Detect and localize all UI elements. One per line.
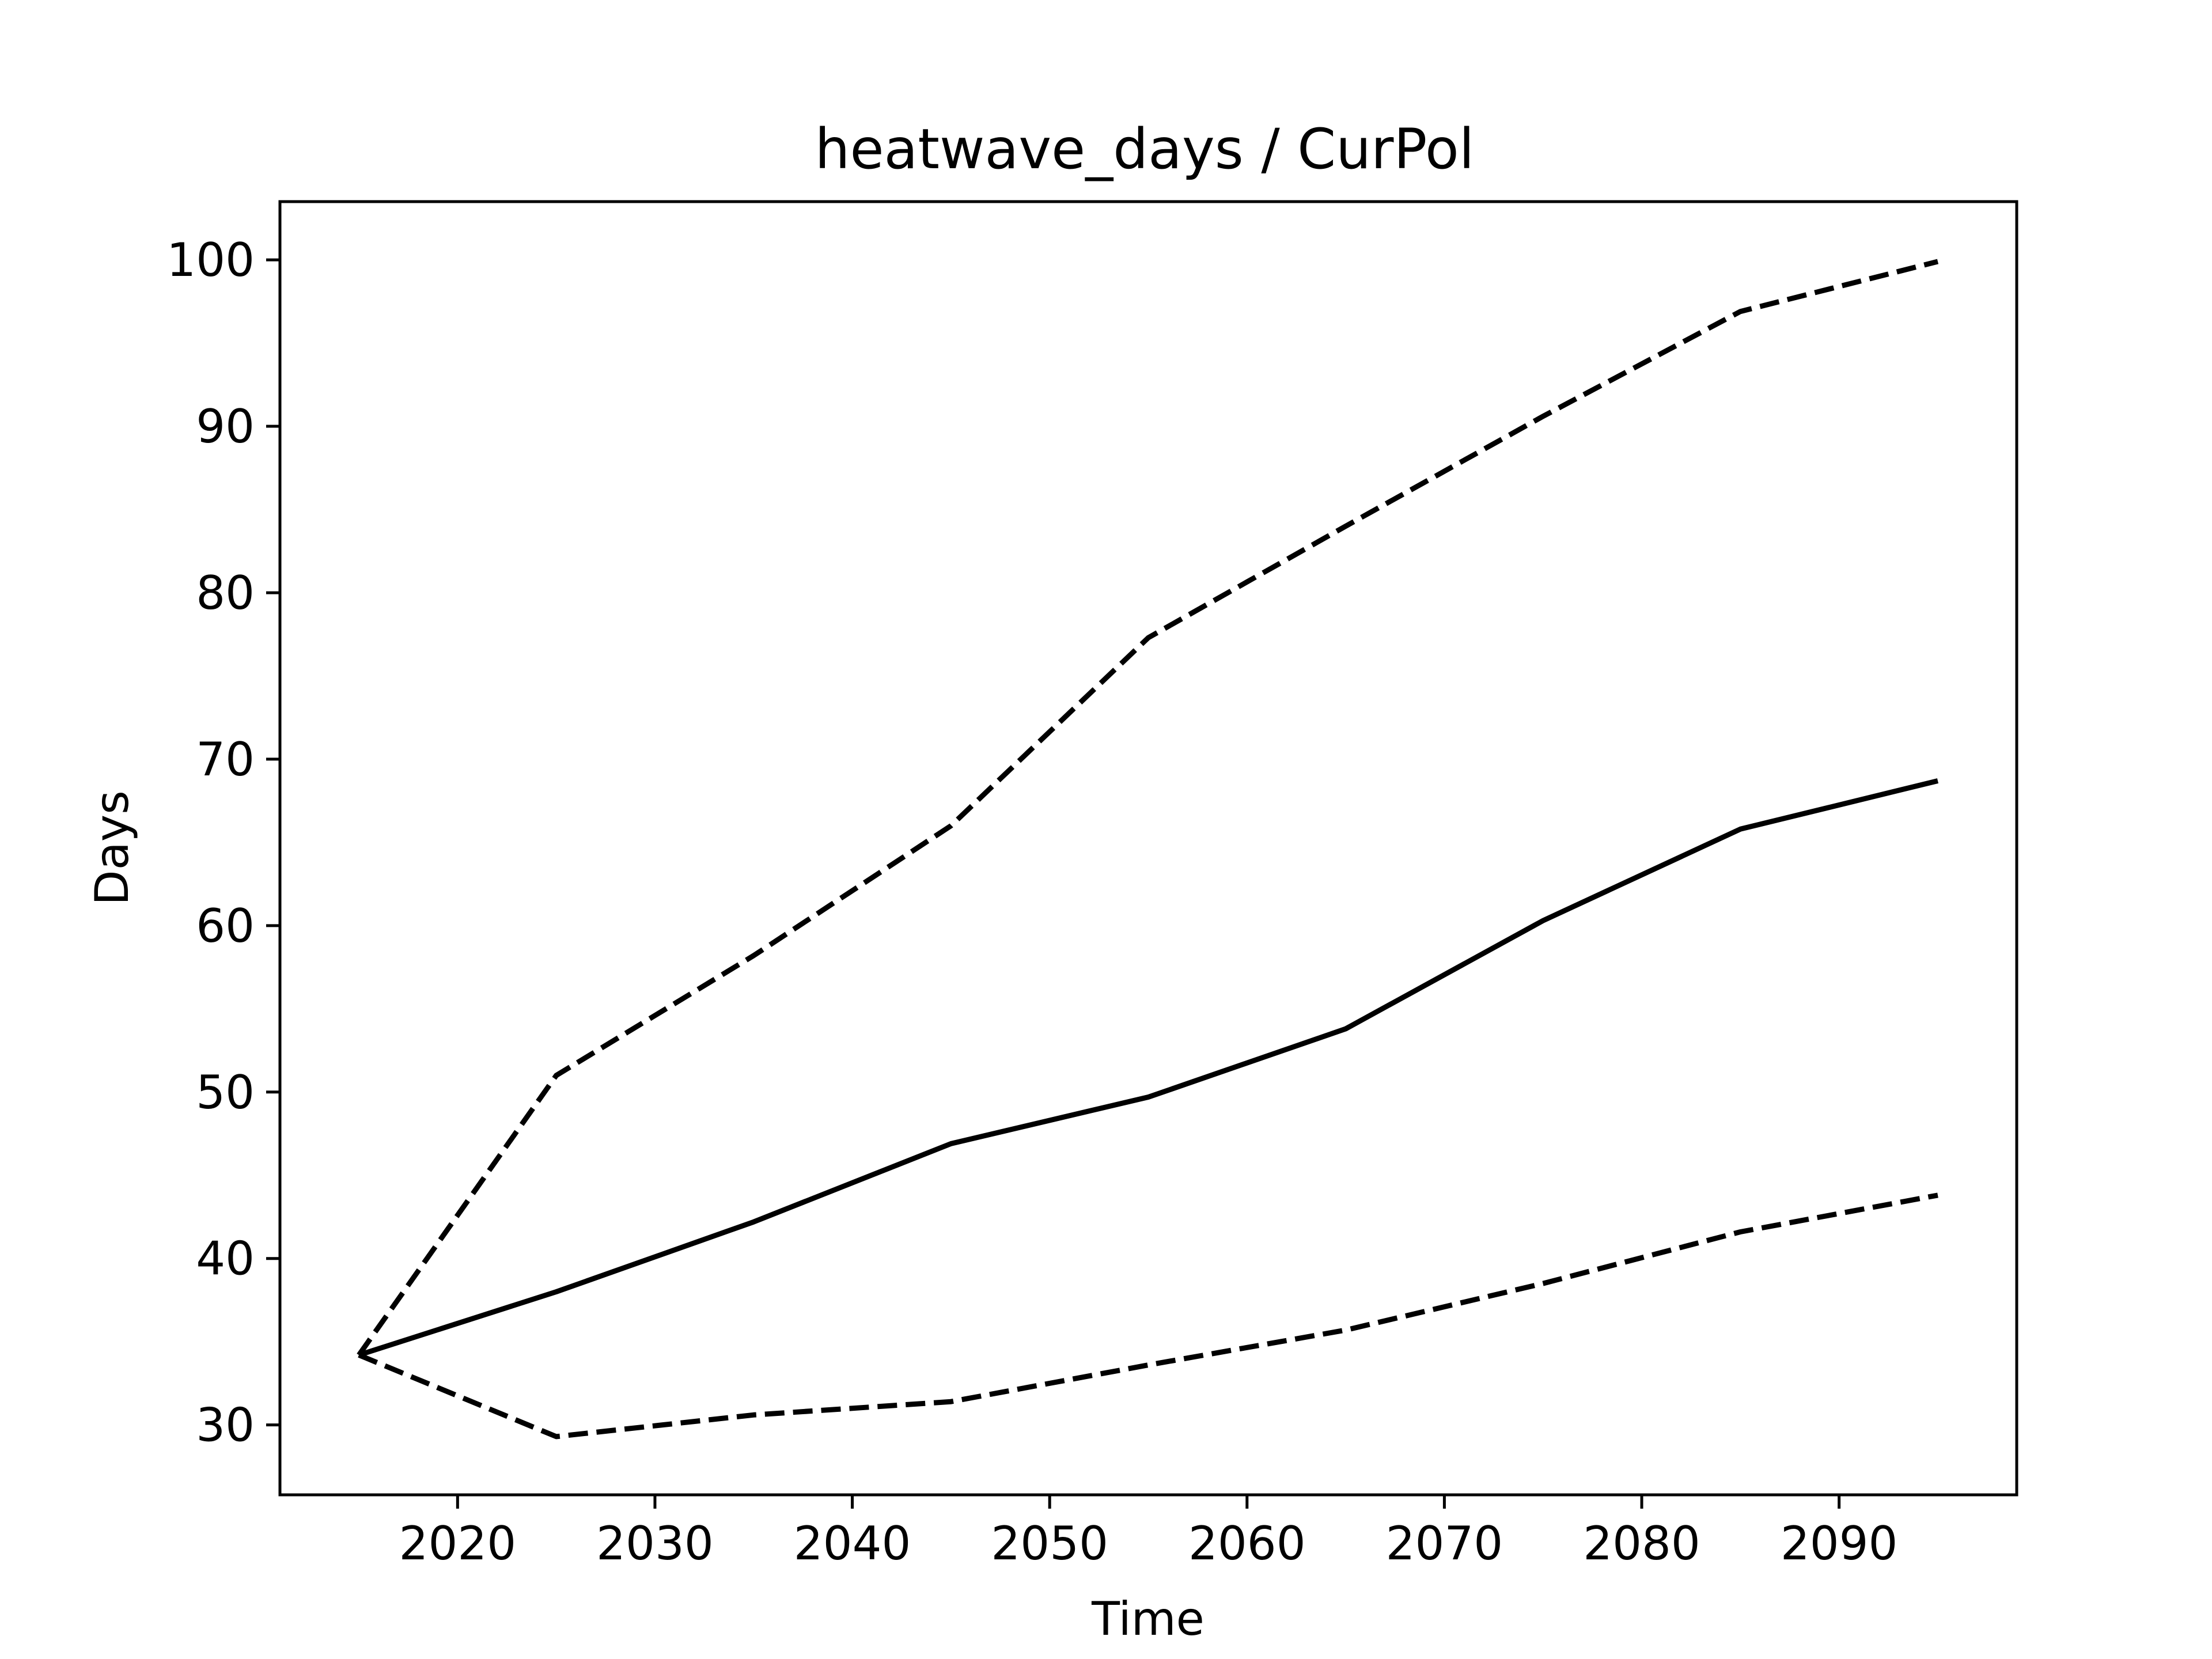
- y-tick-label: 60: [196, 899, 255, 953]
- chart-title: heatwave_days / CurPol: [815, 117, 1475, 181]
- x-tick-label: 2090: [1781, 1517, 1898, 1570]
- series-line-3: [358, 1192, 1938, 1440]
- x-tick-label: 2030: [596, 1517, 714, 1570]
- plot-area: [357, 259, 1939, 1440]
- x-axis-label: Time: [1091, 1592, 1205, 1646]
- y-tick-label: 30: [196, 1399, 255, 1452]
- x-axis: 2020 2030 2040 2050 2060 2070 2080 2090: [399, 1495, 1898, 1570]
- series-line-1: [357, 259, 1939, 1357]
- x-tick-label: 2020: [399, 1517, 517, 1570]
- x-tick-label: 2070: [1386, 1517, 1503, 1570]
- y-tick-label: 70: [196, 733, 255, 786]
- y-tick-label: 100: [166, 233, 255, 287]
- axes-frame: [278, 200, 2018, 1497]
- x-tick-label: 2040: [794, 1517, 911, 1570]
- y-axis: 30 40 50 60 70 80 90 100: [166, 233, 280, 1452]
- y-tick-label: 80: [196, 566, 255, 620]
- y-tick-label: 90: [196, 400, 255, 453]
- y-tick-label: 50: [196, 1066, 255, 1119]
- y-tick-label: 40: [196, 1232, 255, 1286]
- y-axis-label: Days: [85, 790, 139, 906]
- x-tick-label: 2060: [1188, 1517, 1306, 1570]
- x-tick-label: 2050: [991, 1517, 1108, 1570]
- series-line-2: [358, 778, 1939, 1358]
- x-tick-label: 2080: [1583, 1517, 1700, 1570]
